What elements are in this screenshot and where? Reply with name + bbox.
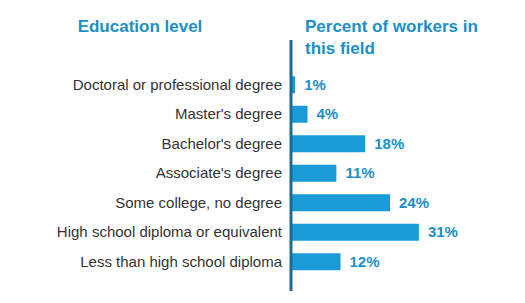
data-label: 12% (350, 253, 380, 270)
chart-svg: Doctoral or professional degree 1% Master'… (0, 0, 525, 303)
category-header: Education level (40, 16, 240, 38)
bar (291, 194, 390, 211)
data-label: 11% (345, 164, 374, 181)
bar (291, 135, 365, 152)
data-label: 24% (399, 194, 429, 211)
category-label: Bachelor's degree (162, 135, 282, 152)
bar (291, 253, 341, 270)
bar (291, 224, 419, 241)
category-label: Some college, no degree (115, 194, 282, 211)
category-label: Less than high school diploma (80, 253, 282, 270)
category-label: Associate's degree (156, 164, 282, 181)
bar (291, 165, 336, 182)
chart-container: Education level Doctoral or professional … (0, 0, 525, 303)
category-label: Master's degree (175, 105, 282, 122)
labels: Doctoral or professional degree 1% Master'… (57, 76, 458, 270)
data-label: 18% (374, 135, 404, 152)
data-label: 4% (317, 105, 339, 122)
data-label: 1% (304, 76, 326, 93)
value-header: Percent of workers in this field (305, 16, 485, 60)
category-label: High school diploma or equivalent (57, 223, 283, 240)
axis-line (290, 40, 293, 291)
bars (291, 76, 419, 270)
bar (291, 106, 308, 123)
category-label: Doctoral or professional degree (73, 76, 282, 93)
data-label: 31% (428, 223, 458, 240)
